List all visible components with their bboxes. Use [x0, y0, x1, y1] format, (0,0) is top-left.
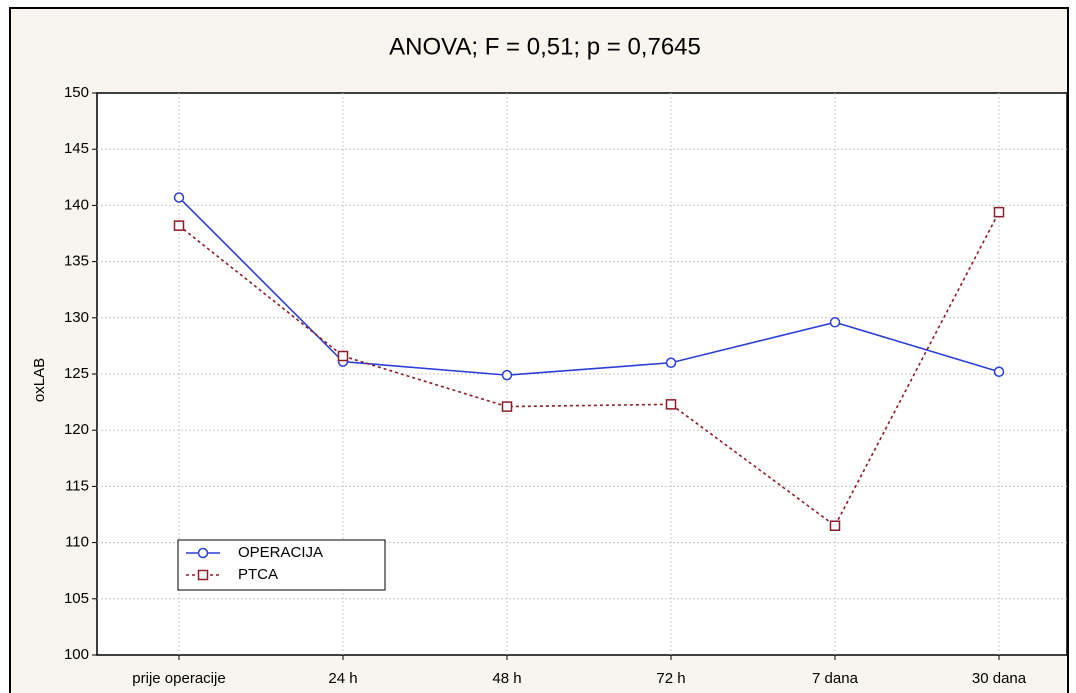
x-tick-label: 48 h: [492, 670, 521, 687]
chart-title: ANOVA; F = 0,51; p = 0,7645: [389, 33, 701, 60]
marker: [665, 399, 677, 410]
y-tick-label: 110: [65, 534, 89, 551]
marker: [501, 401, 513, 412]
x-tick-label: 7 dana: [812, 670, 859, 687]
marker: [501, 369, 513, 381]
y-tick-label: 120: [64, 421, 89, 438]
y-tick-label: 135: [64, 253, 89, 270]
x-tick-label: prije operacije: [132, 670, 225, 687]
x-tick-label: 30 dana: [972, 670, 1027, 687]
marker: [665, 357, 677, 369]
marker: [197, 547, 209, 559]
marker: [337, 350, 349, 362]
x-tick-label: 72 h: [656, 670, 685, 687]
marker: [197, 569, 209, 581]
legend-label: PTCA: [238, 566, 278, 583]
y-tick-label: 130: [64, 309, 89, 326]
y-tick-label: 150: [64, 84, 89, 101]
legend-label: OPERACIJA: [238, 544, 323, 561]
marker: [829, 520, 841, 531]
y-tick-label: 105: [64, 590, 89, 607]
marker: [993, 206, 1005, 218]
legend-box: [177, 539, 386, 591]
marker: [173, 192, 185, 203]
y-tick-label: 125: [64, 365, 89, 382]
marker: [829, 317, 841, 328]
y-tick-label: 115: [65, 477, 89, 494]
y-tick-label: 145: [64, 140, 89, 157]
marker: [173, 220, 185, 231]
y-tick-label: 140: [64, 196, 89, 213]
marker: [993, 366, 1005, 378]
y-tick-label: 100: [64, 646, 89, 663]
x-tick-label: 24 h: [328, 670, 357, 687]
y-axis-label: oxLAB: [31, 358, 48, 402]
series-line: [178, 211, 1000, 527]
